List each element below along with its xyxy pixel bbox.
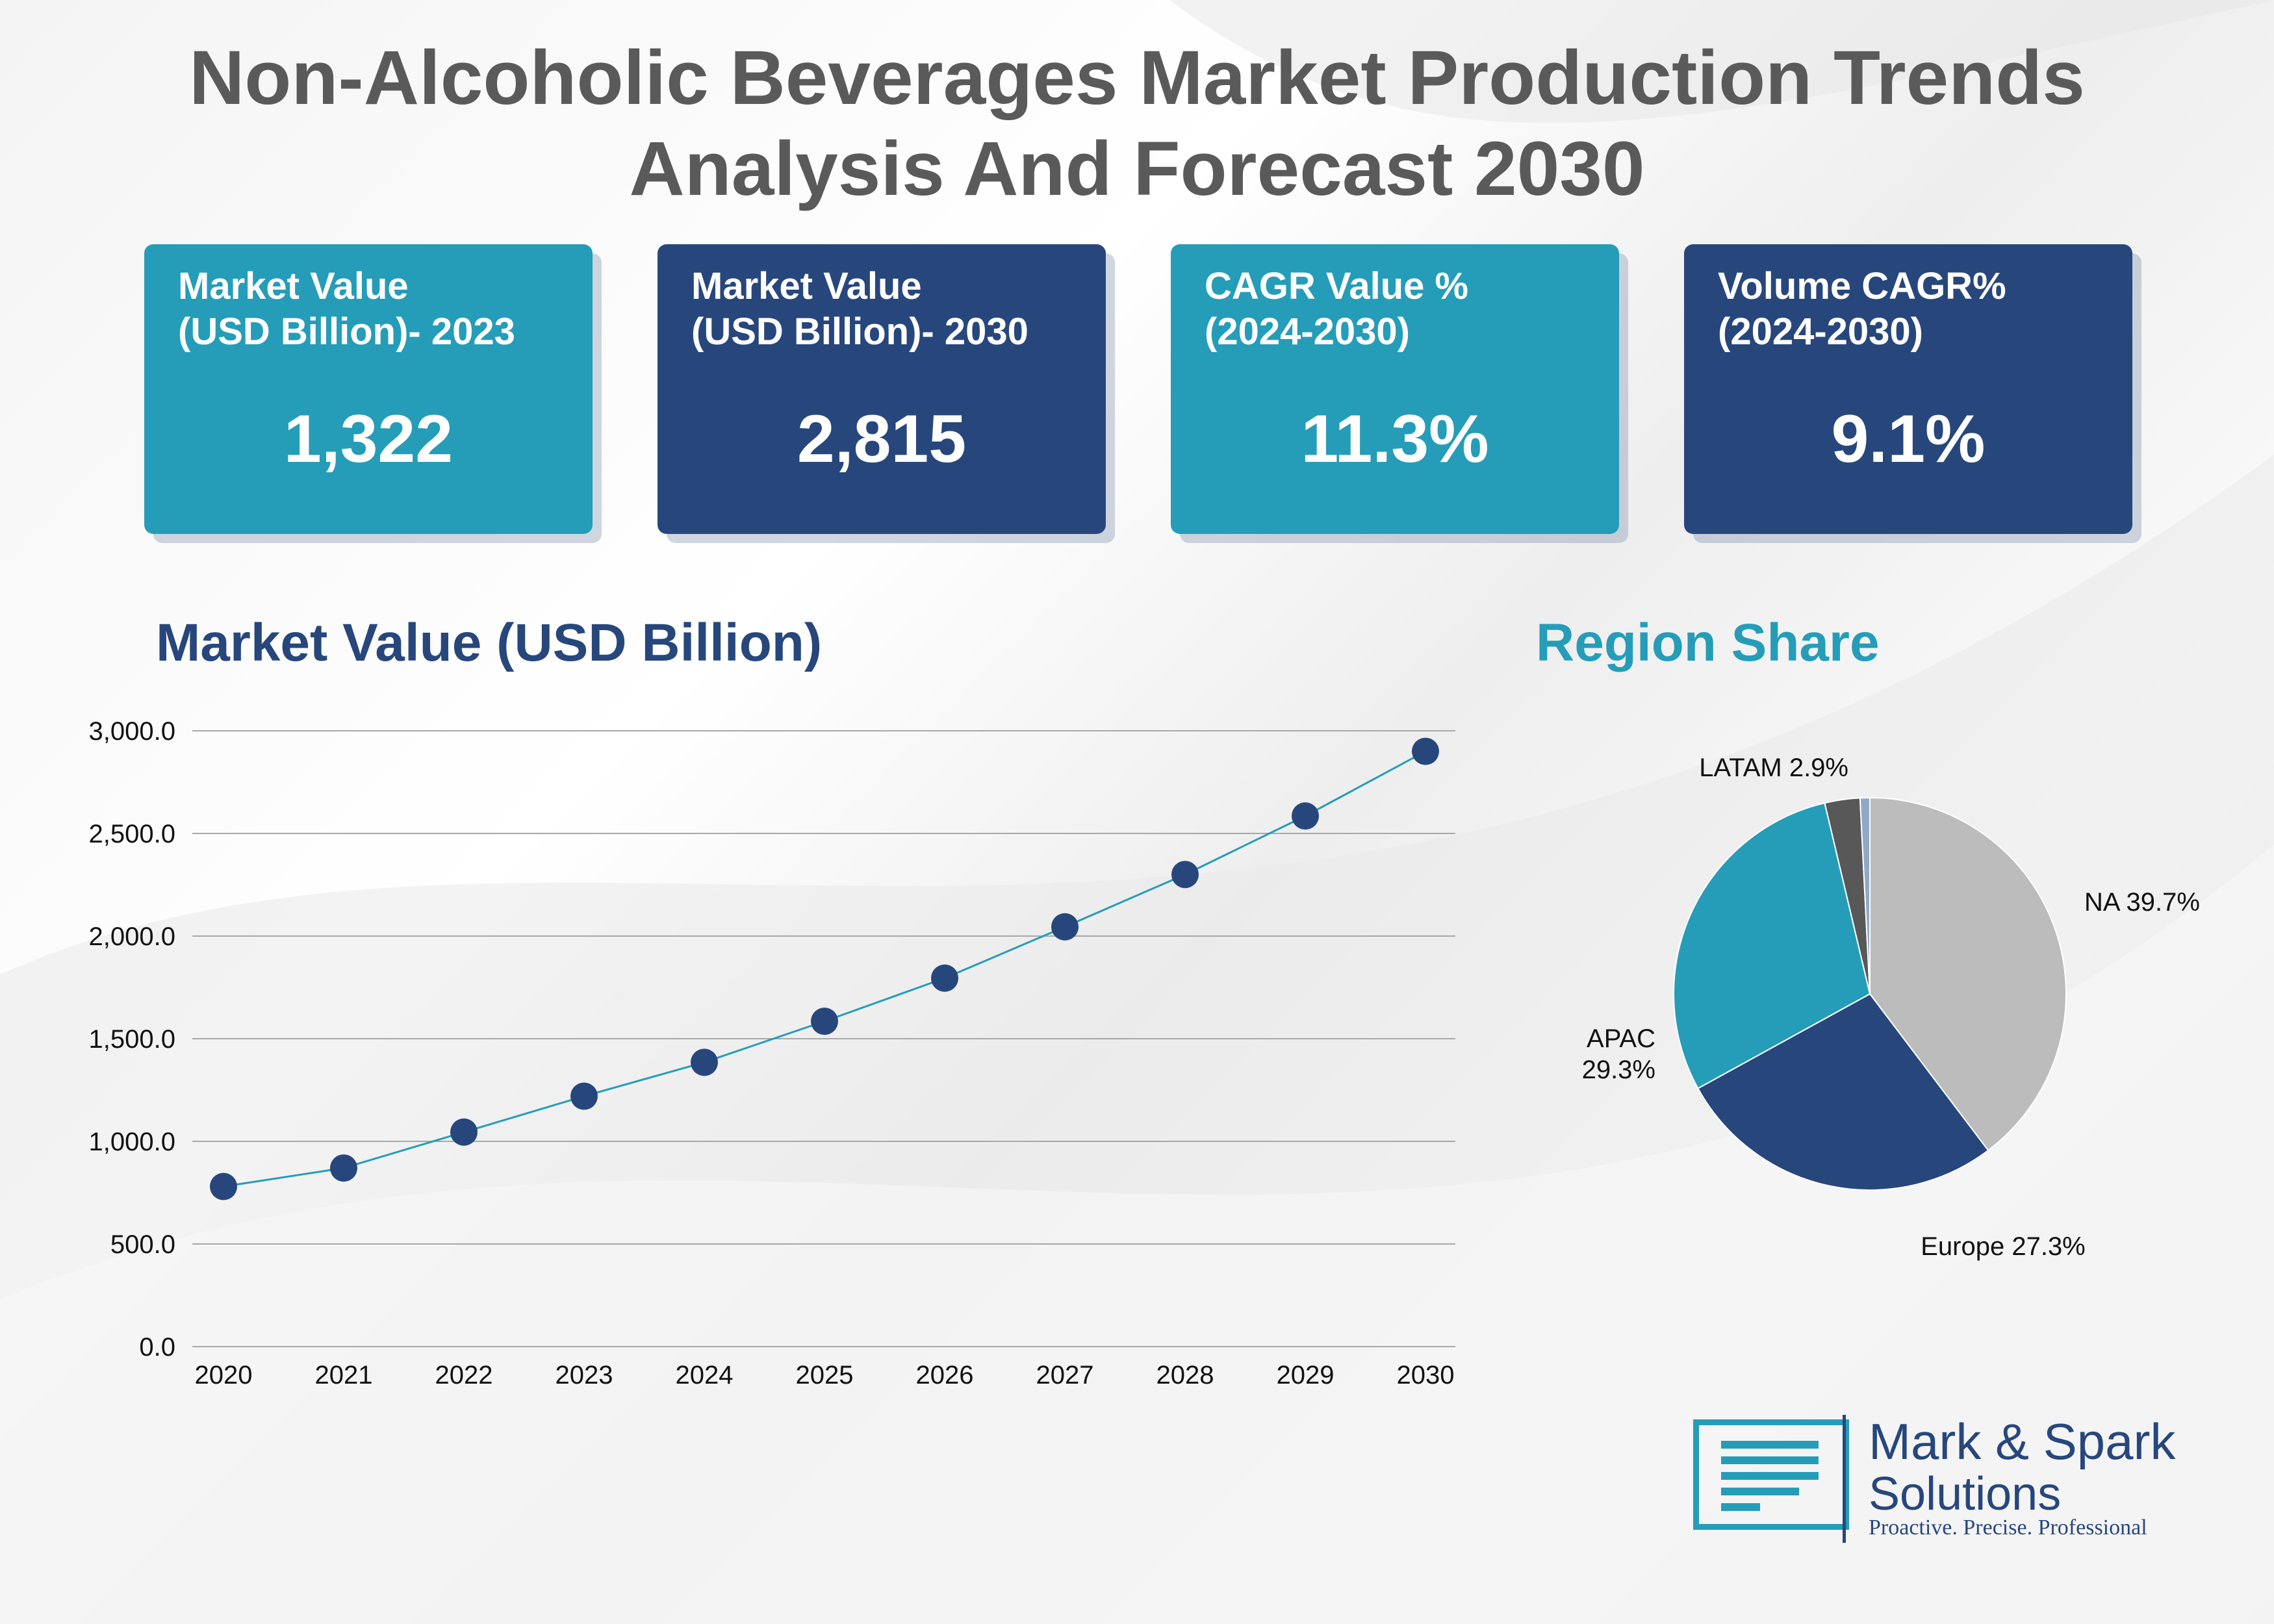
- x-tick-label: 2020: [195, 1361, 253, 1389]
- x-tick-label: 2023: [556, 1361, 613, 1389]
- logo-name: Mark & Spark: [1869, 1413, 2176, 1470]
- data-point: [691, 1048, 718, 1076]
- kpi-card-cagr-value: CAGR Value % (2024-2030) 11.3%: [1171, 244, 1619, 534]
- kpi-card-market-value-2030: Market Value (USD Billion)- 2030 2,815: [658, 244, 1106, 534]
- y-tick-label: 0.0: [139, 1333, 175, 1362]
- data-point: [1171, 861, 1199, 889]
- x-tick-label: 2030: [1397, 1361, 1455, 1389]
- data-point: [811, 1008, 838, 1035]
- line-chart-title: Market Value (USD Billion): [156, 613, 823, 672]
- pie-label: NA 39.7%: [2084, 888, 2200, 917]
- kpi-value: 2,815: [797, 401, 967, 477]
- x-tick-label: 2028: [1156, 1361, 1214, 1389]
- kpi-value: 9.1%: [1831, 401, 1986, 477]
- pie-slice: [1673, 802, 1871, 1089]
- data-point: [1292, 802, 1319, 830]
- data-point: [1412, 737, 1439, 765]
- kpi-label: Volume CAGR% (2024-2030): [1718, 265, 2006, 353]
- x-tick-label: 2021: [315, 1361, 373, 1389]
- kpi-label: Market Value (USD Billion)- 2023: [178, 265, 515, 353]
- x-tick-label: 2029: [1277, 1361, 1335, 1389]
- logo-tagline: Proactive. Precise. Professional: [1869, 1516, 2147, 1540]
- y-tick-label: 2,000.0: [89, 922, 175, 951]
- data-point: [1051, 913, 1079, 941]
- y-tick-label: 500.0: [110, 1230, 175, 1259]
- y-tick-label: 2,500.0: [89, 820, 175, 848]
- kpi-label: Market Value (USD Billion)- 2030: [691, 265, 1028, 353]
- y-tick-label: 3,000.0: [89, 717, 175, 746]
- data-point: [210, 1173, 237, 1200]
- y-tick-label: 1,000.0: [89, 1128, 175, 1156]
- logo-icon: [1693, 1419, 1849, 1530]
- x-tick-label: 2025: [796, 1361, 854, 1389]
- x-tick-label: 2026: [916, 1361, 974, 1389]
- x-tick-label: 2024: [676, 1361, 734, 1389]
- logo-divider: [1843, 1415, 1846, 1543]
- page-title: Non-Alcoholic Beverages Market Productio…: [189, 35, 2085, 212]
- logo-subname: Solutions: [1869, 1468, 2062, 1520]
- pie-slice: [1859, 796, 1871, 995]
- pie-slice: [1869, 796, 2067, 1152]
- kpi-value: 11.3%: [1301, 401, 1489, 477]
- pie-label: LATAM 2.9%: [1699, 754, 1848, 782]
- data-point: [570, 1082, 598, 1110]
- kpi-value: 1,322: [283, 401, 454, 477]
- x-tick-label: 2022: [435, 1361, 493, 1389]
- y-tick-label: 1,500.0: [89, 1025, 175, 1054]
- kpi-label: CAGR Value % (2024-2030): [1205, 265, 1469, 353]
- pie-label: APAC 29.3%: [1582, 1024, 1655, 1084]
- pie-label: Europe 27.3%: [1921, 1232, 2086, 1261]
- pie-slice: [1697, 993, 1989, 1191]
- data-point: [450, 1118, 478, 1146]
- data-point: [931, 964, 958, 992]
- x-tick-label: 2027: [1036, 1361, 1094, 1389]
- data-point: [330, 1154, 357, 1182]
- kpi-card-market-value-2023: Market Value (USD Billion)- 2023 1,322: [144, 244, 593, 534]
- pie-chart-title: Region Share: [1536, 613, 1880, 672]
- kpi-card-volume-cagr: Volume CAGR% (2024-2030) 9.1%: [1684, 244, 2132, 534]
